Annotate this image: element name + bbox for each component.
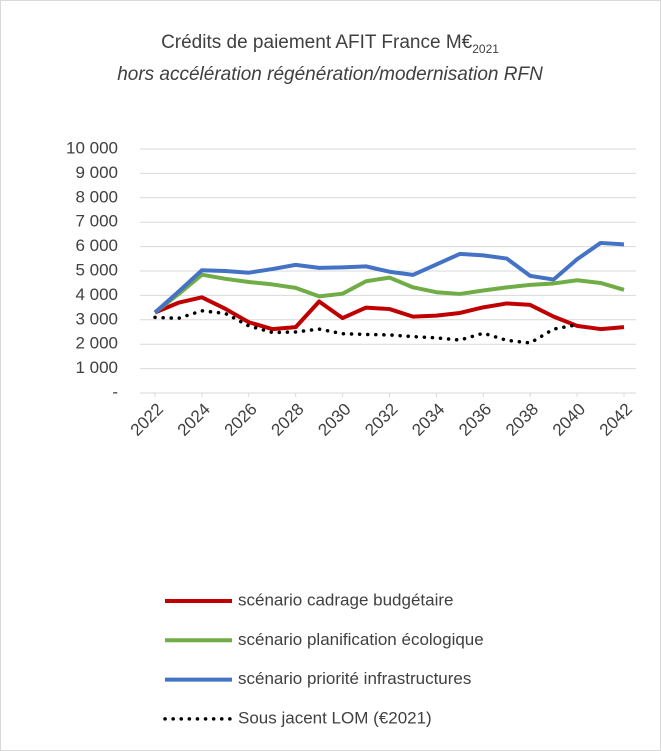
legend-label: scénario planification écologique	[238, 630, 484, 649]
y-tick-label: -	[112, 382, 118, 401]
chart-title: Crédits de paiement AFIT France M€2021	[60, 30, 600, 62]
x-tick-label: 2030	[314, 400, 354, 440]
x-tick-label: 2026	[221, 400, 261, 440]
x-tick-label: 2034	[408, 400, 448, 440]
x-tick-label: 2042	[596, 400, 636, 440]
y-tick-label: 7 000	[75, 212, 118, 231]
legend-label: scénario cadrage budgétaire	[238, 590, 453, 609]
series-line	[153, 240, 625, 314]
y-tick-label: 2 000	[75, 334, 118, 353]
y-tick-label: 10 000	[66, 138, 118, 157]
legend-label: Sous jacent LOM (€2021)	[238, 708, 432, 727]
x-tick-label: 2022	[127, 400, 167, 440]
y-tick-label: 5 000	[75, 260, 118, 279]
titles: Crédits de paiement AFIT France M€2021 h…	[60, 30, 600, 88]
x-tick-label: 2024	[174, 400, 214, 440]
y-tick-label: 4 000	[75, 285, 118, 304]
x-tick-label: 2028	[268, 400, 308, 440]
chart-subtitle: hors accélération régénération/modernisa…	[117, 63, 543, 85]
title-text: Crédits de paiement AFIT France M€	[161, 32, 473, 53]
x-tick-label: 2040	[549, 400, 589, 440]
x-tick-label: 2032	[361, 400, 401, 440]
y-tick-label: 8 000	[75, 187, 118, 206]
series-line	[154, 295, 625, 332]
x-tick-label: 2038	[502, 400, 542, 440]
y-tick-label: 6 000	[75, 236, 118, 255]
y-tick-label: 1 000	[75, 358, 118, 377]
series-line	[153, 272, 625, 315]
x-tick-label: 2036	[455, 400, 495, 440]
legend-label: scénario priorité infrastructures	[238, 669, 471, 688]
y-tick-label: 3 000	[75, 309, 118, 328]
series-line	[153, 309, 579, 345]
y-tick-label: 9 000	[75, 163, 118, 182]
title-subscript: 2021	[472, 41, 499, 56]
